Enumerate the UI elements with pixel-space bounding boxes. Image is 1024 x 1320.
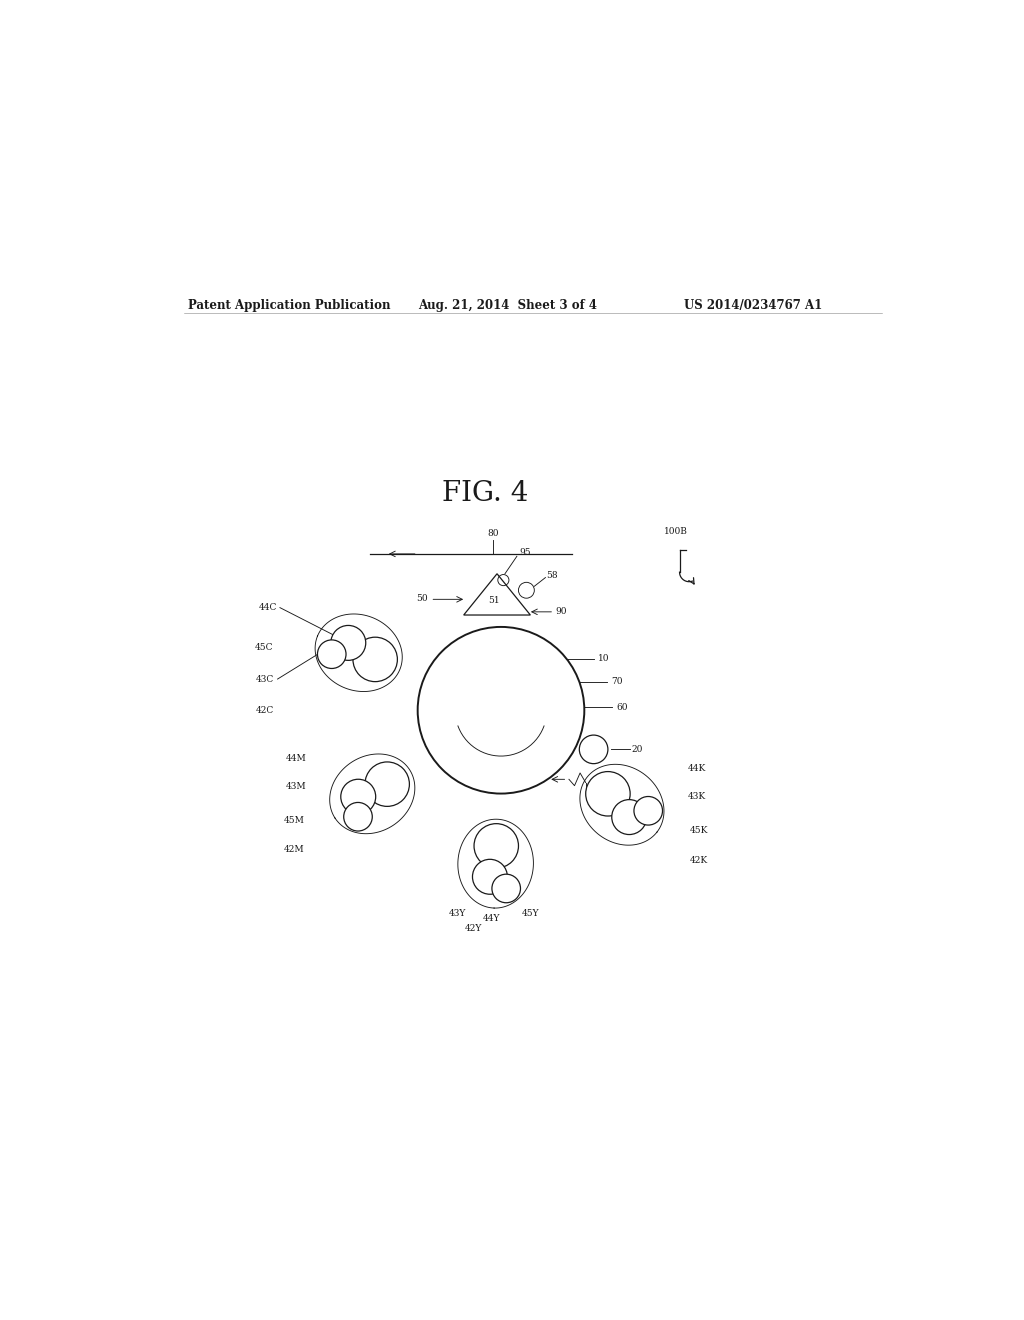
Text: US 2014/0234767 A1: US 2014/0234767 A1 [684, 300, 822, 312]
Circle shape [634, 796, 663, 825]
Text: 95: 95 [519, 548, 530, 557]
Text: 30: 30 [593, 784, 604, 793]
Text: 43M: 43M [286, 781, 306, 791]
Circle shape [492, 874, 520, 903]
Circle shape [317, 640, 346, 668]
Text: 43K: 43K [688, 792, 707, 801]
Text: 42C: 42C [255, 706, 273, 715]
Text: 44K: 44K [688, 764, 707, 774]
Text: 43C: 43C [255, 675, 273, 684]
Text: 42K: 42K [690, 855, 708, 865]
Circle shape [344, 803, 373, 832]
Circle shape [474, 824, 518, 869]
Circle shape [365, 762, 410, 807]
Text: 45K: 45K [690, 826, 709, 836]
Circle shape [353, 638, 397, 681]
Text: 90: 90 [556, 607, 567, 615]
Circle shape [418, 627, 585, 793]
Text: 45C: 45C [255, 643, 273, 652]
Text: 51: 51 [488, 597, 500, 605]
Text: 42Y: 42Y [465, 924, 482, 933]
Text: FIG. 4: FIG. 4 [442, 480, 528, 507]
Text: Patent Application Publication: Patent Application Publication [187, 300, 390, 312]
Text: 10: 10 [598, 655, 610, 664]
Circle shape [331, 626, 366, 660]
Text: 44C: 44C [259, 603, 278, 612]
Text: 45M: 45M [284, 816, 305, 825]
Text: 20: 20 [632, 744, 643, 754]
Text: 45Y: 45Y [522, 908, 540, 917]
Text: 42M: 42M [285, 845, 305, 854]
Circle shape [341, 779, 376, 814]
Text: Aug. 21, 2014  Sheet 3 of 4: Aug. 21, 2014 Sheet 3 of 4 [418, 300, 597, 312]
Circle shape [472, 859, 508, 894]
Text: 100B: 100B [664, 527, 687, 536]
Text: 58: 58 [546, 572, 558, 581]
Text: 44Y: 44Y [483, 915, 501, 923]
Text: 43Y: 43Y [450, 908, 467, 917]
Text: 80: 80 [487, 529, 499, 539]
Circle shape [586, 772, 630, 816]
Circle shape [611, 800, 647, 834]
Text: 70: 70 [611, 677, 623, 686]
Circle shape [580, 735, 608, 764]
Text: 60: 60 [616, 702, 628, 711]
Text: 44M: 44M [286, 754, 306, 763]
Text: 50: 50 [417, 594, 428, 603]
